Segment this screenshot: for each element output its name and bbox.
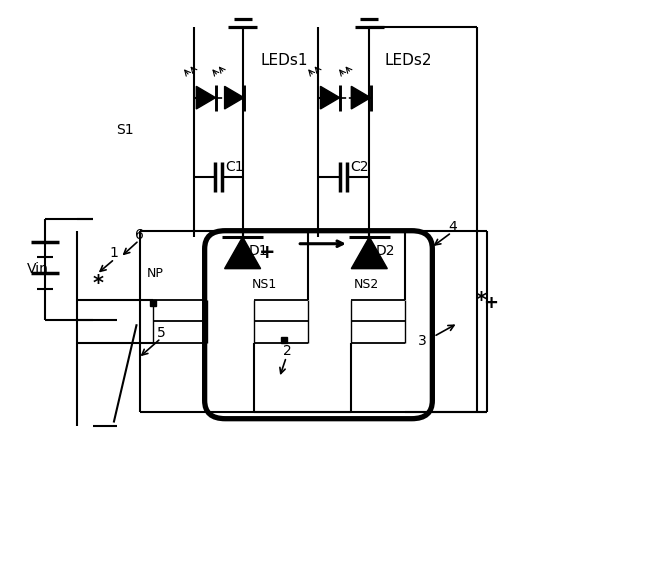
Text: LEDs2: LEDs2: [384, 53, 432, 68]
Polygon shape: [196, 86, 216, 109]
Text: C2: C2: [350, 160, 368, 174]
Text: +: +: [483, 294, 497, 312]
Text: 3: 3: [418, 333, 427, 348]
Text: LEDs1: LEDs1: [260, 53, 308, 68]
Text: 1: 1: [109, 246, 118, 261]
Polygon shape: [320, 86, 340, 109]
Text: +: +: [259, 244, 275, 262]
Polygon shape: [225, 237, 260, 269]
Polygon shape: [351, 237, 388, 269]
Text: 6: 6: [135, 228, 144, 242]
Polygon shape: [351, 86, 371, 109]
Text: NS1: NS1: [252, 278, 278, 291]
Text: 4: 4: [448, 220, 457, 234]
Text: D1: D1: [249, 244, 269, 258]
Text: 2: 2: [283, 344, 292, 358]
Text: *: *: [92, 274, 103, 295]
Text: D2: D2: [376, 244, 395, 258]
Text: Vin: Vin: [27, 262, 49, 275]
Text: 5: 5: [157, 325, 166, 340]
Text: C1: C1: [225, 160, 244, 174]
Text: NS2: NS2: [354, 278, 379, 291]
Text: *: *: [475, 291, 486, 311]
Text: NP: NP: [147, 267, 163, 280]
Polygon shape: [225, 86, 244, 109]
Text: S1: S1: [116, 123, 134, 138]
